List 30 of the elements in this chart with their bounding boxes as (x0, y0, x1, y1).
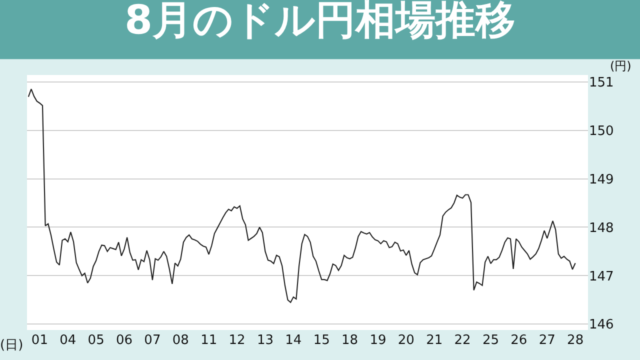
x-tick-label: 19 (370, 333, 386, 348)
x-tick-label: 26 (510, 333, 528, 348)
x-tick-label: 07 (144, 333, 161, 348)
x-tick-label: 18 (342, 333, 358, 348)
x-tick-label: 20 (398, 333, 414, 348)
chart-title: 8月のドル円相場推移 (124, 0, 516, 44)
x-tick-label: 21 (426, 333, 443, 348)
x-tick-label: 08 (172, 333, 189, 348)
x-tick-label: 11 (200, 333, 218, 348)
y-tick-label: 149 (589, 172, 614, 188)
y-tick-label: 150 (589, 124, 614, 139)
x-tick-label: 27 (538, 333, 556, 348)
x-tick-label: 25 (482, 333, 500, 348)
x-tick-label: 13 (256, 333, 274, 348)
y-tick-label: 146 (589, 318, 614, 333)
x-axis-title: (日) (0, 338, 24, 353)
y-tick-label: 148 (589, 220, 614, 236)
x-tick-label: 01 (31, 333, 48, 348)
x-tick-label: 04 (60, 333, 76, 348)
line-series (28, 88, 576, 303)
x-tick-label: 22 (454, 333, 471, 348)
y-tick-label: 151 (589, 75, 614, 90)
x-tick-label: 15 (313, 333, 330, 348)
x-tick-label: 28 (567, 333, 584, 348)
x-tick-label: 12 (228, 333, 246, 348)
y-axis-title: (円) (610, 59, 632, 73)
x-tick-label: 05 (88, 333, 104, 348)
y-tick-label: 147 (589, 269, 614, 284)
x-tick-label: 14 (285, 333, 302, 348)
x-tick-label: 06 (116, 333, 133, 348)
